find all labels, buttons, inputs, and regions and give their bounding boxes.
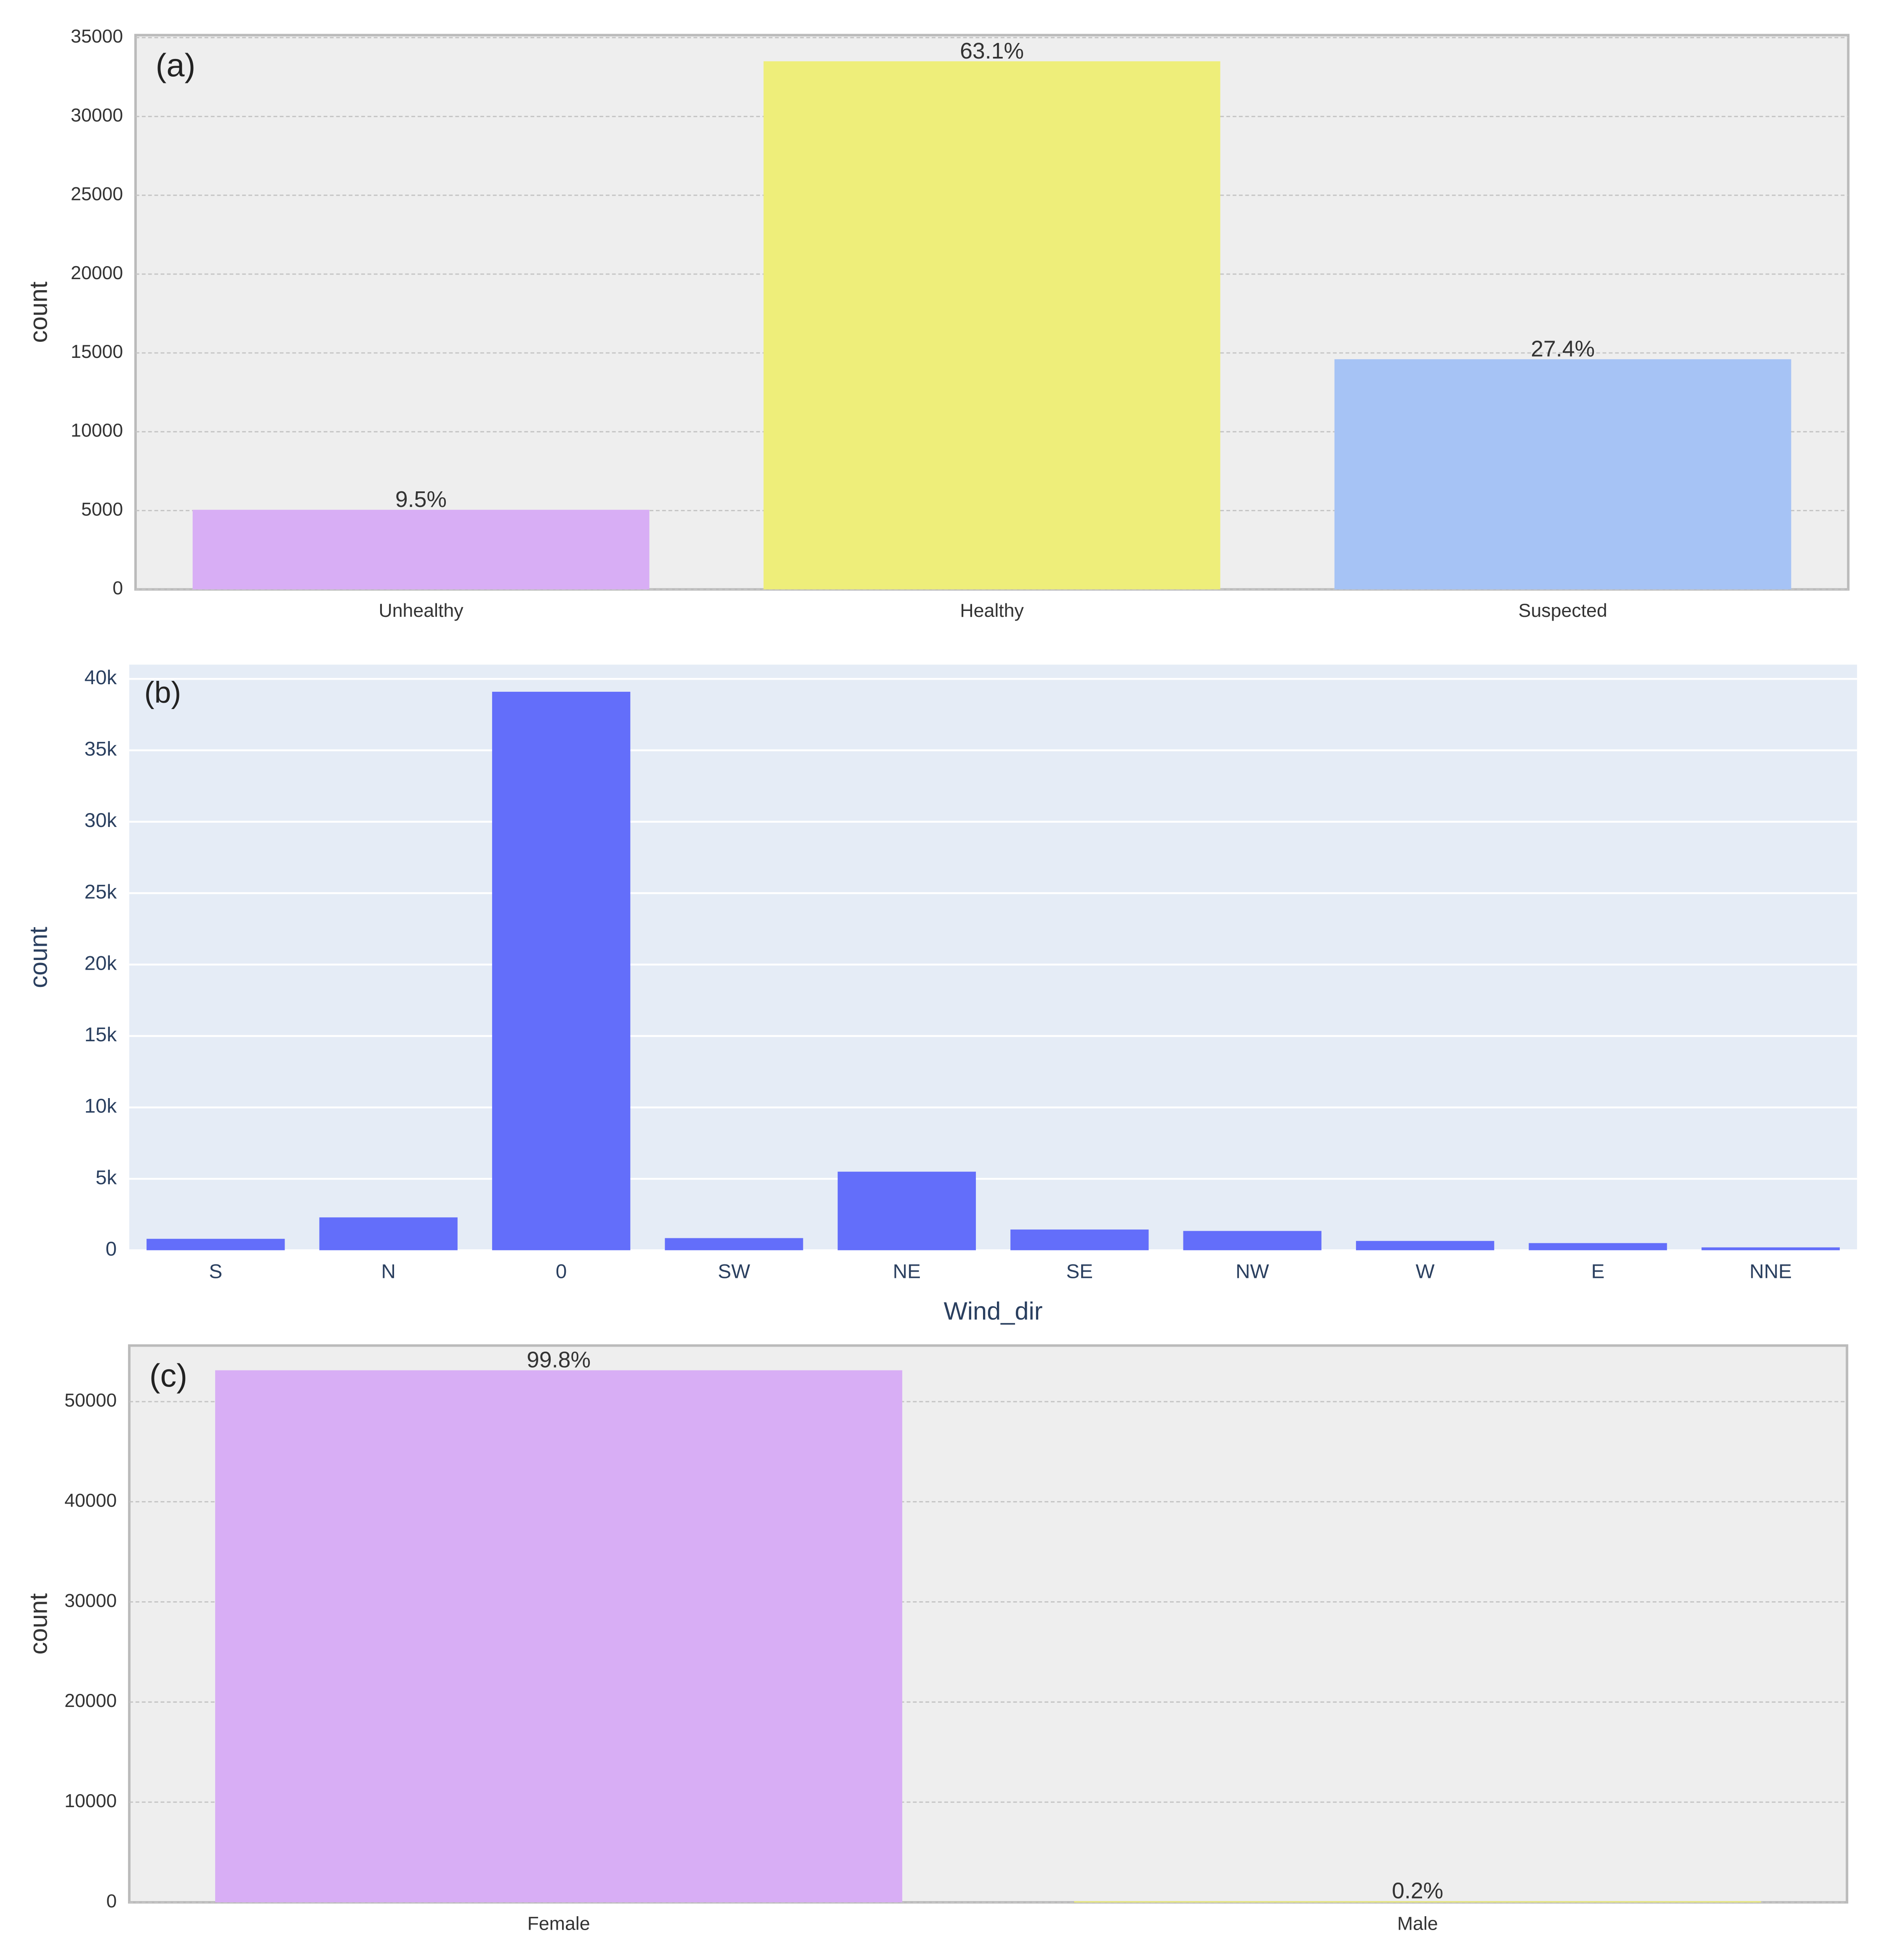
bar <box>1010 1229 1149 1251</box>
bar-annotation: 27.4% <box>1531 336 1595 361</box>
y-tick-label: 40k <box>84 667 117 689</box>
y-tick-label: 10000 <box>71 420 123 441</box>
y-tick-label: 5k <box>96 1166 117 1189</box>
x-axis-label: Wind_dir <box>944 1297 1043 1325</box>
y-tick-label: 5000 <box>81 499 123 520</box>
y-tick-label: 50000 <box>64 1390 117 1411</box>
y-tick-label: 0 <box>106 1238 117 1260</box>
y-axis-label: count <box>24 281 52 343</box>
bar <box>192 509 650 589</box>
bar <box>1529 1243 1667 1251</box>
x-tick-label: SW <box>718 1261 750 1283</box>
bar-annotation: 99.8% <box>527 1347 591 1373</box>
y-tick-label: 30000 <box>71 105 123 125</box>
y-tick-label: 25k <box>84 881 117 903</box>
bar <box>837 1171 976 1251</box>
x-tick-label: Female <box>528 1913 590 1934</box>
bar <box>1356 1241 1495 1251</box>
y-tick-label: 25000 <box>71 184 123 205</box>
bar <box>665 1238 803 1251</box>
bar <box>1334 359 1791 589</box>
y-tick-label: 40000 <box>64 1490 117 1511</box>
x-tick-label: E <box>1591 1261 1605 1283</box>
bar-annotation: 9.5% <box>395 487 447 512</box>
y-tick-label: 35k <box>84 738 117 760</box>
y-tick-label: 35000 <box>71 26 123 47</box>
bar <box>319 1217 458 1251</box>
x-tick-label: NNE <box>1750 1261 1792 1283</box>
bar <box>215 1370 903 1903</box>
y-tick-label: 10000 <box>64 1791 117 1811</box>
y-tick-label: 15000 <box>71 341 123 362</box>
y-tick-label: 0 <box>112 578 123 599</box>
y-tick-label: 30000 <box>64 1590 117 1611</box>
x-tick-label: NW <box>1236 1261 1269 1283</box>
y-tick-label: 20000 <box>64 1691 117 1711</box>
bar <box>763 61 1220 589</box>
bar-annotation: 63.1% <box>960 38 1024 64</box>
x-tick-label: NE <box>893 1261 921 1283</box>
bar <box>492 691 631 1251</box>
y-tick-label: 30k <box>84 809 117 832</box>
y-tick-label: 10k <box>84 1095 117 1117</box>
y-tick-label: 20000 <box>71 263 123 283</box>
x-tick-label: SE <box>1066 1261 1093 1283</box>
panel-label: (c) <box>149 1358 187 1394</box>
bar-annotation: 0.2% <box>1392 1878 1443 1904</box>
x-tick-label: Male <box>1397 1913 1438 1934</box>
bar <box>1074 1901 1761 1903</box>
x-tick-label: Healthy <box>960 600 1024 621</box>
panel-label: (b) <box>144 676 181 709</box>
x-tick-label: N <box>381 1261 395 1283</box>
x-tick-label: S <box>209 1261 222 1283</box>
y-axis-label: count <box>24 1593 52 1655</box>
y-tick-label: 20k <box>84 952 117 974</box>
x-tick-label: W <box>1416 1261 1435 1283</box>
bar <box>147 1239 285 1251</box>
y-tick-label: 15k <box>84 1024 117 1046</box>
bar <box>1183 1231 1321 1251</box>
plot-area <box>129 664 1857 1251</box>
y-tick-label: 0 <box>106 1891 117 1912</box>
x-tick-label: Unhealthy <box>378 600 464 621</box>
y-axis-label: count <box>24 927 52 988</box>
x-tick-label: Suspected <box>1519 600 1607 621</box>
x-tick-label: 0 <box>556 1261 567 1283</box>
bar <box>1701 1247 1840 1251</box>
panel-label: (a) <box>156 47 196 83</box>
